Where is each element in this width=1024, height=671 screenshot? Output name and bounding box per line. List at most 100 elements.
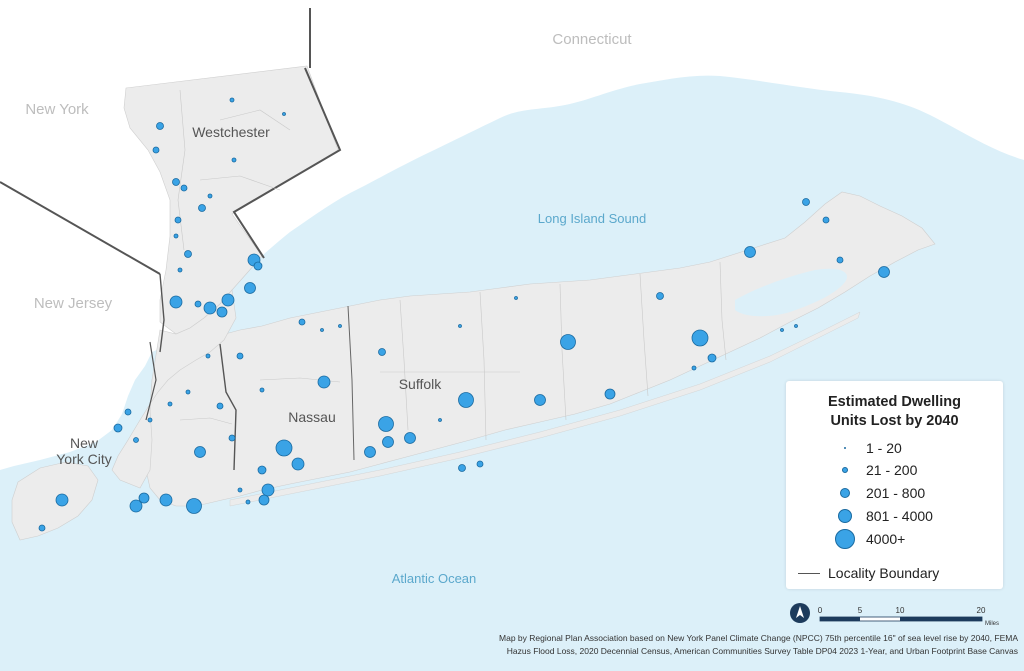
map-credit: Map by Regional Plan Association based o… [300, 632, 1018, 658]
label-new-york: New York [25, 101, 89, 118]
label-atlantic-ocean: Atlantic Ocean [392, 571, 477, 586]
ny-nj-border [0, 181, 161, 275]
dot [152, 146, 160, 154]
dot [194, 300, 202, 308]
dot [159, 493, 173, 507]
peconic-bay [735, 268, 847, 317]
dot [378, 348, 386, 356]
legend-class-4-label: 801 - 4000 [866, 508, 933, 524]
label-long-island-sound: Long Island Sound [538, 211, 646, 226]
label-nyc-line2: York City [56, 451, 112, 467]
scale-tick-0: 0 [818, 606, 823, 615]
label-nassau: Nassau [288, 409, 335, 425]
dot [133, 437, 139, 443]
legend-class-1-label: 1 - 20 [866, 440, 902, 456]
dot [257, 465, 267, 475]
dot [236, 352, 244, 360]
dot [707, 353, 717, 363]
dot [744, 246, 756, 258]
dot [438, 418, 442, 422]
legend-class-5: 4000+ [786, 529, 1003, 550]
legend-dot-1 [844, 447, 846, 449]
dot [261, 483, 275, 497]
dot [320, 328, 324, 332]
dot [229, 97, 235, 103]
barrier-beach [229, 311, 861, 507]
north-arrow-icon [790, 603, 810, 623]
dot [691, 329, 709, 347]
dot [691, 365, 697, 371]
dot [228, 434, 236, 442]
legend-dot-5 [835, 529, 855, 549]
dot [55, 493, 69, 507]
dot [534, 394, 546, 406]
legend-class-2: 21 - 200 [786, 461, 1003, 481]
dot [604, 388, 616, 400]
dot [167, 401, 173, 407]
scale-bar-graphic: 0 5 10 20 Miles [818, 606, 999, 627]
dot [184, 250, 192, 258]
legend-class-2-label: 21 - 200 [866, 462, 918, 478]
legend-dot-2 [842, 467, 848, 473]
dot [216, 402, 224, 410]
legend-dot-3 [840, 488, 850, 498]
legend-title-line1: Estimated Dwelling [828, 394, 961, 410]
scale-tick-10: 10 [896, 606, 905, 615]
nassau-suffolk-border [347, 305, 355, 461]
dot [560, 334, 576, 350]
dot [244, 282, 256, 294]
dot [780, 328, 784, 332]
dot [172, 178, 180, 186]
dot [203, 301, 217, 315]
dot [282, 112, 286, 116]
dot [298, 318, 306, 326]
label-connecticut: Connecticut [552, 31, 632, 48]
legend-class-4: 801 - 4000 [786, 507, 1003, 527]
dot [138, 492, 150, 504]
staten-island-land [11, 461, 99, 541]
dot [259, 387, 265, 393]
dot [378, 416, 394, 432]
dot [253, 261, 263, 271]
dot [221, 293, 235, 307]
dot [458, 464, 466, 472]
label-suffolk: Suffolk [399, 376, 443, 392]
dot [177, 267, 183, 273]
dot [169, 295, 183, 309]
dot [147, 417, 153, 423]
legend-class-3-label: 201 - 800 [866, 485, 926, 501]
dot [129, 499, 143, 513]
dot [794, 324, 798, 328]
dot [185, 389, 191, 395]
dot [364, 446, 376, 458]
dot [194, 446, 206, 458]
dot [458, 392, 474, 408]
credit-line2: Hazus Flood Loss, 2020 Decennial Census,… [506, 646, 1018, 656]
dot [404, 432, 416, 444]
dot [291, 457, 305, 471]
label-westchester: Westchester [192, 124, 270, 140]
dot [205, 353, 211, 359]
dot [207, 193, 213, 199]
legend-class-5-label: 4000+ [866, 531, 906, 547]
legend-title: Estimated Dwelling Units Lost by 2040 [786, 393, 1003, 431]
dot [198, 204, 206, 212]
dot [458, 324, 462, 328]
dot [802, 198, 810, 206]
legend-dot-4 [838, 509, 852, 523]
dots-layer [38, 97, 890, 532]
map-legend: Estimated Dwelling Units Lost by 2040 1 … [786, 381, 1003, 589]
manhattan-bronx-land [111, 289, 237, 489]
dot [231, 157, 237, 163]
dot [878, 266, 890, 278]
scale-bar: 0 5 10 20 Miles [790, 603, 1010, 627]
dot [258, 494, 270, 506]
locality-boundary-label: Locality Boundary [828, 565, 940, 581]
dot [186, 498, 202, 514]
dot [822, 216, 830, 224]
scale-unit: Miles [985, 621, 999, 627]
dot [38, 524, 46, 532]
label-nyc-line1: New [70, 435, 99, 451]
legend-class-3: 201 - 800 [786, 484, 1003, 504]
